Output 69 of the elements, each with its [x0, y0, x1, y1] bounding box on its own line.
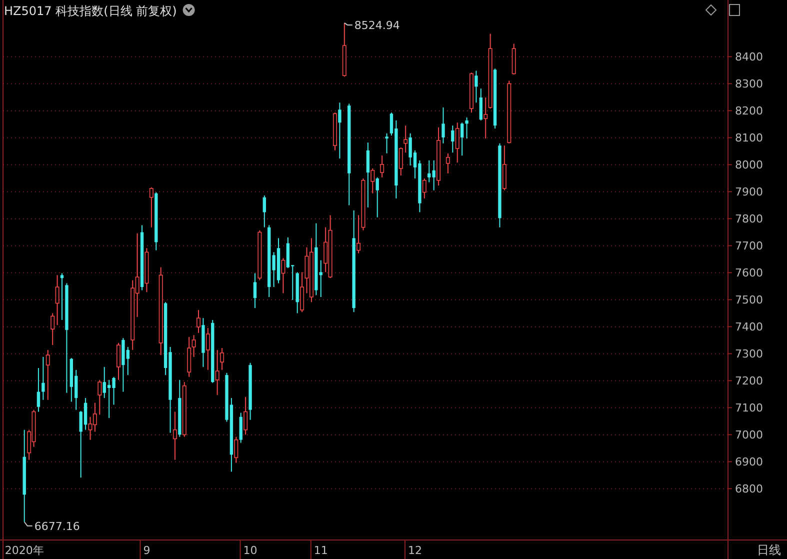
x-tick-label: 9: [143, 544, 150, 557]
x-tick-label: 11: [314, 544, 328, 557]
y-tick-label: 7900: [735, 186, 763, 199]
candlestick: [474, 70, 478, 104]
candlestick: [398, 146, 403, 176]
x-tick-label: 10: [243, 544, 258, 557]
y-tick-label: 8300: [735, 78, 763, 91]
candlestick: [234, 436, 238, 464]
candlestick: [465, 116, 468, 140]
annotation: 6677.16: [24, 520, 80, 533]
candlestick: [172, 411, 177, 460]
candlestick: [116, 342, 120, 380]
x-tick-label: 12: [408, 544, 422, 557]
candlestick: [262, 194, 266, 228]
candlestick: [244, 396, 248, 436]
candlestick: [356, 214, 361, 254]
candlestick: [484, 96, 488, 140]
candlestick: [479, 88, 482, 121]
candlestick: [460, 122, 464, 156]
candlestick: [50, 312, 55, 346]
candlestick: [196, 309, 200, 334]
y-tick-label: 7700: [735, 240, 763, 253]
y-tick-label: 7100: [735, 402, 763, 415]
candlestick: [442, 106, 445, 144]
candlestick: [366, 142, 370, 208]
annotation: 8524.94: [344, 18, 400, 32]
y-tick-label: 8200: [735, 104, 763, 118]
candlestick: [215, 349, 220, 396]
candlestick: [36, 368, 40, 412]
y-tick-label: 8100: [735, 132, 763, 145]
y-tick-label: 7800: [735, 212, 763, 226]
title: HZ5017 科技指数(日线 前复权): [4, 4, 177, 18]
candlestick: [446, 152, 450, 174]
candlestick: [60, 272, 64, 320]
candlestick: [422, 178, 426, 199]
candlestick: [46, 349, 50, 400]
annotation: 6677.16: [34, 520, 80, 533]
candlestick: [455, 122, 460, 164]
candlestick: [55, 274, 60, 326]
y-tick-label: 6800: [735, 482, 763, 496]
y-tick-label: 7000: [735, 428, 763, 442]
y-tick-label: 8000: [735, 158, 763, 172]
y-tick-label: 8400: [735, 50, 763, 64]
candlestick: [404, 125, 408, 154]
y-tick-label: 7400: [735, 320, 763, 334]
annotation: 日线: [757, 543, 781, 557]
candlestick: [42, 356, 45, 400]
candlestick: [220, 348, 224, 370]
candlestick: [253, 272, 257, 309]
candlestick: [300, 272, 304, 313]
y-tick-label: 7200: [735, 374, 763, 388]
candlestick: [370, 168, 375, 194]
candlestick: [239, 412, 242, 444]
annotation: 8524.94: [354, 18, 400, 32]
candlestick: [338, 102, 342, 159]
candlestick: [149, 186, 154, 228]
y-tick-label: 6900: [735, 456, 763, 469]
y-tick-label: 7500: [735, 294, 763, 307]
candlestick: [451, 125, 454, 154]
x-tick-label: 2020年: [4, 544, 44, 557]
candlestick: [192, 334, 196, 358]
candlestick: [281, 258, 286, 294]
candlestick: [385, 132, 388, 154]
candlestick: [380, 155, 384, 178]
candlestick: [376, 176, 379, 218]
y-tick-label: 7300: [735, 348, 763, 361]
candlestick: [206, 328, 210, 370]
candlestick: [98, 379, 102, 416]
y-tick-label: 7600: [735, 266, 763, 280]
